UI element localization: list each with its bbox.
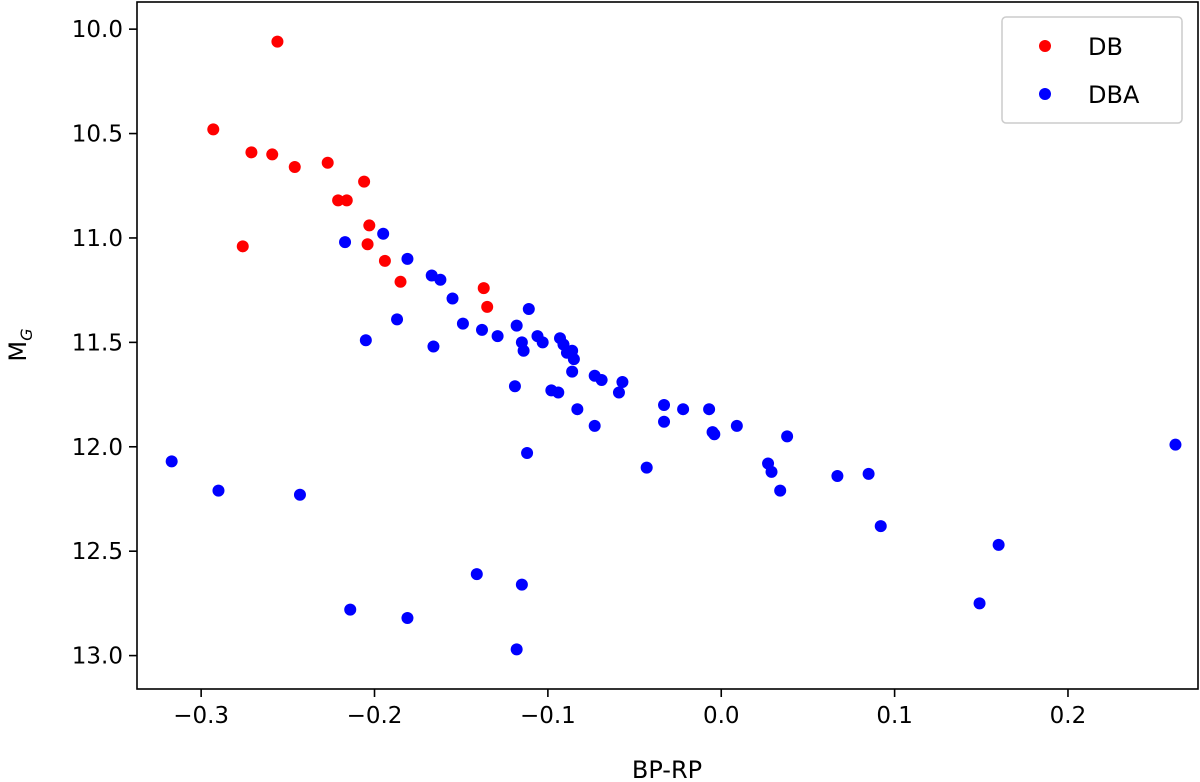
legend-marker-db [1039, 40, 1051, 52]
y-axis-label-main: M [4, 341, 32, 362]
x-tick-label: −0.1 [520, 703, 576, 729]
data-point-dba [165, 455, 178, 468]
x-axis: −0.3 −0.2 −0.1 0.0 0.1 0.2 [173, 689, 1086, 729]
data-point-db [394, 275, 407, 288]
data-point-dba [1169, 438, 1182, 451]
data-point-db [207, 123, 220, 136]
plot-frame [136, 1, 1199, 690]
data-point-db [363, 219, 376, 232]
data-point-dba [517, 344, 530, 357]
y-tick-label: 10.5 [72, 122, 123, 148]
data-point-dba [658, 415, 671, 428]
y-tick-label: 11.0 [72, 226, 123, 252]
data-point-dba [344, 603, 357, 616]
x-tick-label: −0.3 [173, 703, 229, 729]
data-point-db [271, 35, 284, 48]
data-point-dba [401, 252, 414, 265]
data-point-dba [293, 488, 306, 501]
data-point-dba [708, 428, 721, 441]
data-point-dba [427, 340, 440, 353]
y-axis-label-subscript: G [17, 328, 36, 340]
data-point-dba [536, 336, 549, 349]
data-point-db [236, 240, 249, 253]
legend-marker-dba [1039, 88, 1051, 100]
data-point-db [358, 175, 371, 188]
data-point-dba [658, 399, 671, 412]
data-point-dba [874, 520, 887, 533]
y-tick-label: 12.0 [72, 435, 123, 461]
data-point-db [481, 300, 494, 313]
data-point-dba [730, 419, 743, 432]
data-point-dba [973, 597, 986, 610]
data-point-dba [765, 465, 778, 478]
data-point-db [340, 194, 353, 207]
data-point-dba [703, 403, 716, 416]
data-point-dba [640, 461, 653, 474]
y-tick-label: 13.0 [72, 644, 123, 670]
data-point-db [245, 146, 258, 159]
data-point-dba [781, 430, 794, 443]
y-tick-label: 10.0 [72, 17, 123, 43]
data-point-dba [595, 373, 608, 386]
data-point-db [332, 194, 345, 207]
data-point-dba [566, 365, 579, 378]
x-tick-label: 0.0 [703, 703, 740, 729]
y-tick-label: 11.5 [72, 330, 123, 356]
data-point-db [378, 254, 391, 267]
data-point-dba [862, 467, 875, 480]
legend: DB DBA [1001, 16, 1183, 124]
data-point-dba [515, 578, 528, 591]
y-axis-label: MG [4, 328, 36, 361]
data-point-dba [552, 386, 565, 399]
data-point-dba [588, 419, 601, 432]
data-point-dba [508, 380, 521, 393]
data-point-dba [521, 447, 534, 460]
legend-label-db: DB [1088, 33, 1123, 61]
data-point-dba [377, 227, 390, 240]
y-tick-label: 12.5 [72, 539, 123, 565]
data-point-dba [212, 484, 225, 497]
data-point-dba [571, 403, 584, 416]
data-point-db [477, 282, 490, 295]
data-point-db [321, 156, 334, 169]
data-point-dba [522, 302, 535, 315]
y-axis: 10.0 10.5 11.0 11.5 12.0 12.5 13.0 [72, 17, 137, 670]
data-point-db [361, 238, 374, 251]
x-tick-label: 0.2 [1050, 703, 1087, 729]
data-point-dba [677, 403, 690, 416]
data-point-dba [470, 568, 483, 581]
data-point-dba [391, 313, 404, 326]
data-point-dba [831, 470, 844, 483]
x-tick-label: 0.1 [876, 703, 913, 729]
data-point-dba [434, 273, 447, 286]
x-tick-label: −0.2 [347, 703, 403, 729]
data-point-db [288, 160, 301, 173]
data-point-dba [359, 334, 372, 347]
data-point-dba [456, 317, 469, 330]
data-point-dba [339, 236, 352, 249]
data-point-dba [510, 643, 523, 656]
data-points [165, 35, 1182, 656]
data-point-dba [491, 330, 504, 343]
data-point-dba [612, 386, 625, 399]
x-axis-label: BP-RP [632, 756, 702, 782]
data-point-dba [774, 484, 787, 497]
data-point-dba [446, 292, 459, 305]
data-point-dba [992, 538, 1005, 551]
data-point-dba [475, 323, 488, 336]
data-point-db [266, 148, 279, 161]
data-point-dba [616, 376, 629, 389]
data-point-dba [401, 612, 414, 625]
legend-label-dba: DBA [1088, 81, 1140, 109]
data-point-dba [510, 319, 523, 332]
data-point-dba [567, 353, 580, 366]
